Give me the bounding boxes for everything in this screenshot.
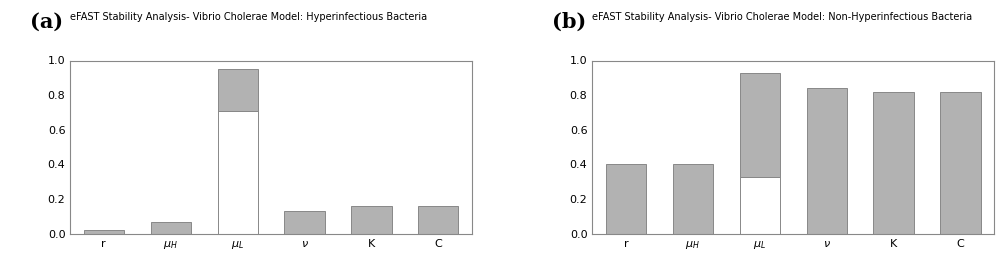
Text: (a): (a) xyxy=(30,12,63,32)
Bar xyxy=(739,73,779,177)
Text: (b): (b) xyxy=(552,12,586,32)
Bar xyxy=(739,177,779,234)
Bar xyxy=(873,92,913,234)
Text: eFAST Stability Analysis- Vibrio Cholerae Model: Hyperinfectious Bacteria: eFAST Stability Analysis- Vibrio Cholera… xyxy=(70,12,427,22)
Bar xyxy=(284,211,324,234)
Text: eFAST Stability Analysis- Vibrio Cholerae Model: Non-Hyperinfectious Bacteria: eFAST Stability Analysis- Vibrio Cholera… xyxy=(592,12,972,22)
Bar xyxy=(150,222,191,234)
Bar xyxy=(351,206,391,234)
Bar xyxy=(672,164,712,234)
Bar xyxy=(218,69,258,111)
Bar xyxy=(83,230,123,234)
Bar xyxy=(418,206,458,234)
Bar xyxy=(605,164,645,234)
Bar xyxy=(940,92,980,234)
Bar xyxy=(218,111,258,234)
Bar xyxy=(805,88,846,234)
